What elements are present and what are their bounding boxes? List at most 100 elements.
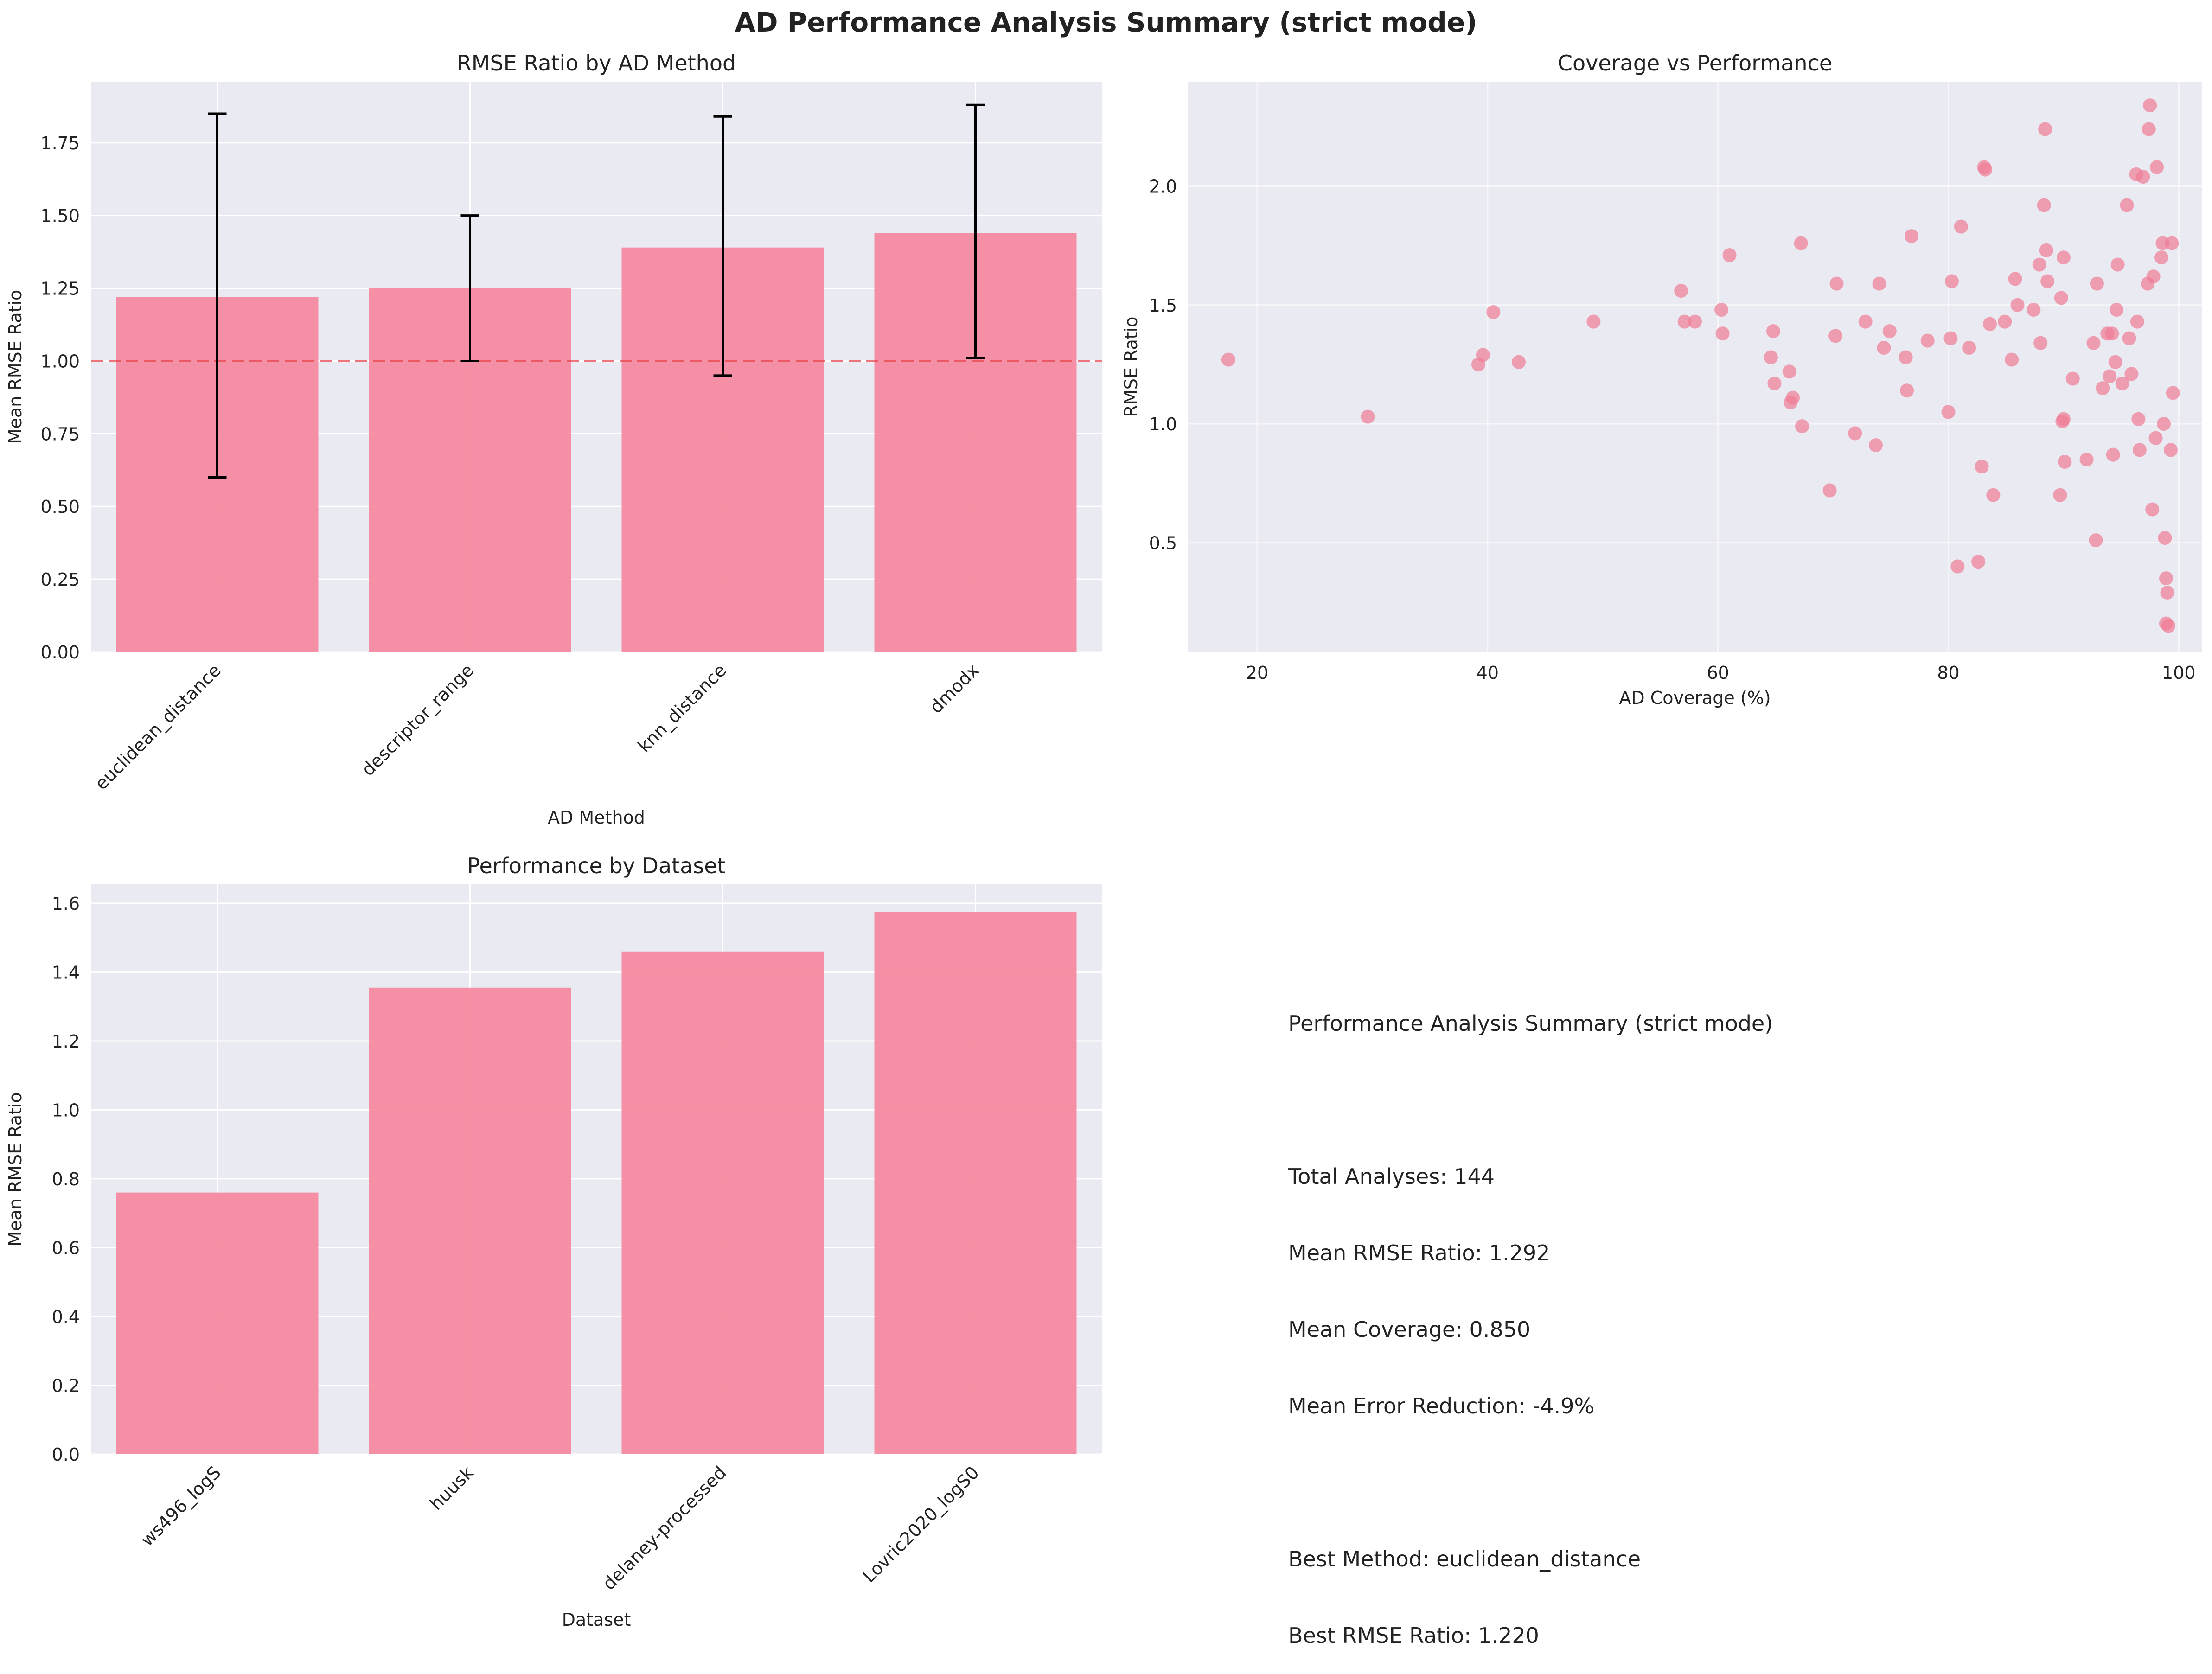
scatter-point xyxy=(2143,98,2157,113)
y-tick-label: 1.75 xyxy=(40,133,80,153)
x-tick-label: 100 xyxy=(2162,663,2196,683)
scatter-point xyxy=(2122,331,2136,345)
scatter-point xyxy=(2148,431,2163,445)
scatter-point xyxy=(2010,298,2025,312)
scatter-point xyxy=(1221,352,1235,367)
scatter-point xyxy=(1766,324,1780,339)
y-tick-label: 1.2 xyxy=(52,1031,80,1052)
scatter-point xyxy=(2105,326,2119,341)
y-tick-label: 0.8 xyxy=(52,1169,80,1189)
scatter-point xyxy=(2110,303,2124,317)
x-tick-label: 80 xyxy=(1937,663,1959,683)
scatter-point xyxy=(1900,383,1914,398)
y-tick-label: 0.75 xyxy=(40,424,80,444)
scatter-point xyxy=(2108,355,2122,369)
scatter-point xyxy=(1786,390,1800,405)
scatter-point xyxy=(1986,488,2001,502)
scatter-point xyxy=(2008,272,2022,286)
x-axis-label: AD Coverage (%) xyxy=(1619,688,1771,708)
bar-panel-3: 0.0 0.2 0.4 0.6 0.8 1.0 1.2 1.4 1.6 ws496_logS huu… xyxy=(5,853,1102,1630)
summary-total-analyses: Total Analyses: 144 xyxy=(1288,1164,1495,1189)
scatter-point xyxy=(2065,371,2080,386)
scatter-point xyxy=(1586,314,1601,329)
scatter-point xyxy=(2058,455,2072,469)
y-tick-label: 1.0 xyxy=(1149,414,1177,434)
scatter-point xyxy=(2090,276,2104,291)
scatter-point xyxy=(2163,443,2178,457)
scatter-point xyxy=(1828,329,1843,343)
scatter-point xyxy=(2115,376,2129,390)
scatter-point xyxy=(1782,364,1796,379)
scatter-point xyxy=(2161,619,2175,633)
plot-area-background xyxy=(1188,82,2202,652)
scatter-point xyxy=(1998,314,2012,329)
x-tick-label: dmodx xyxy=(926,660,983,717)
scatter-point xyxy=(2154,250,2169,265)
scatter-point xyxy=(2159,571,2173,586)
y-tick-label: 0.25 xyxy=(40,569,80,590)
scatter-point xyxy=(2053,488,2067,502)
scatter-point xyxy=(1361,409,1375,424)
scatter-point xyxy=(2079,452,2094,466)
scatter-point xyxy=(2039,243,2053,257)
x-tick-label: huusk xyxy=(426,1462,478,1514)
summary-text-block: Performance Analysis Summary (strict mod… xyxy=(1288,960,1773,1674)
scatter-point xyxy=(1954,219,1968,234)
scatter-point xyxy=(1975,460,1989,474)
summary-heading: Performance Analysis Summary (strict mod… xyxy=(1288,1011,1773,1036)
summary-blank-line xyxy=(1288,1470,1773,1495)
scatter-point xyxy=(1950,559,1965,574)
scatter-point xyxy=(1677,314,1692,329)
summary-best-rmse: Best RMSE Ratio: 1.220 xyxy=(1288,1623,1539,1648)
scatter-point xyxy=(2124,367,2139,381)
scatter-point xyxy=(2086,336,2101,350)
scatter-point xyxy=(2038,122,2052,136)
scatter-point xyxy=(2096,381,2110,396)
x-tick-label: knn_distance xyxy=(634,660,730,756)
scatter-point xyxy=(1872,276,1886,291)
scatter-point xyxy=(1978,162,1992,177)
y-axis-label: Mean RMSE Ratio xyxy=(5,290,26,444)
bar xyxy=(874,912,1077,1454)
y-tick-label: 1.5 xyxy=(1149,295,1177,316)
scatter-point xyxy=(2056,250,2071,265)
scatter-point xyxy=(1722,248,1737,262)
scatter-point xyxy=(2120,198,2134,212)
y-tick-label: 1.0 xyxy=(52,1100,80,1120)
scatter-point xyxy=(2166,386,2180,400)
scatter-point xyxy=(2040,274,2055,288)
scatter-point xyxy=(2103,369,2117,383)
x-axis-label: AD Method xyxy=(548,807,645,828)
summary-best-method: Best Method: euclidean_distance xyxy=(1288,1546,1641,1572)
x-tick-label: euclidean_distance xyxy=(91,660,225,794)
scatter-point xyxy=(1905,229,1919,243)
x-tick-label: ws496_logS xyxy=(137,1462,225,1550)
scatter-point xyxy=(1829,276,1844,291)
y-tick-label: 1.4 xyxy=(52,962,80,983)
scatter-point xyxy=(2110,257,2125,272)
scatter-point xyxy=(2056,412,2071,426)
y-axis-label: RMSE Ratio xyxy=(1121,317,1141,417)
scatter-point xyxy=(1795,419,1809,434)
scatter-point xyxy=(2037,198,2051,212)
scatter-point xyxy=(1715,326,1730,341)
scatter-point xyxy=(2157,417,2171,431)
scatter-point xyxy=(2027,303,2041,317)
scatter-point xyxy=(2132,443,2147,457)
scatter-point xyxy=(2142,122,2156,136)
y-tick-label: 2.0 xyxy=(1149,177,1177,197)
scatter-point xyxy=(1869,438,1883,453)
scatter-point xyxy=(1767,376,1782,390)
panel-title: RMSE Ratio by AD Method xyxy=(457,51,736,76)
scatter-point xyxy=(1794,236,1808,250)
x-tick-label: delaney-processed xyxy=(599,1462,730,1594)
panel-title: Performance by Dataset xyxy=(467,853,725,878)
scatter-point xyxy=(1714,303,1729,317)
y-tick-label: 0.50 xyxy=(40,497,80,517)
y-axis-label: Mean RMSE Ratio xyxy=(5,1092,26,1246)
scatter-point xyxy=(2089,533,2103,548)
summary-mean-rmse: Mean RMSE Ratio: 1.292 xyxy=(1288,1240,1550,1265)
scatter-point xyxy=(2033,336,2048,350)
y-tick-label: 0.6 xyxy=(52,1238,80,1258)
